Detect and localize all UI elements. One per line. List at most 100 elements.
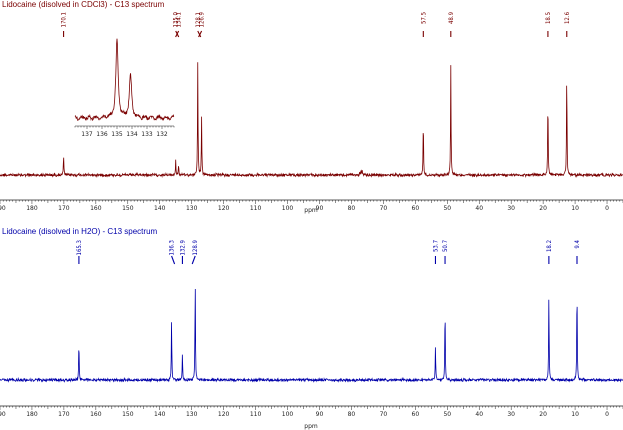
peak-label-text: 126.9: [199, 11, 206, 27]
axis-tick-label: 130: [186, 205, 198, 212]
axis-tick-label: 90: [316, 411, 324, 418]
axis-tick-label: 30: [507, 411, 515, 418]
peak-label-tick: [197, 30, 202, 38]
peak-label-text: 9.4: [574, 239, 581, 248]
peak-label: 165.3: [76, 240, 83, 264]
spectrum-trace: [0, 289, 623, 383]
peak-label-text: 48.9: [448, 11, 455, 24]
peak-label: 12.6: [564, 11, 571, 37]
peak-label-text: 12.6: [564, 11, 571, 24]
peak-label: 126.9: [198, 11, 206, 38]
axis-tick-label: 70: [380, 411, 388, 418]
peak-label-text: 170.1: [61, 12, 68, 27]
axis-tick-label: 20: [539, 411, 547, 418]
axis-tick-label: 0: [605, 205, 609, 212]
axis-tick-label: 70: [380, 205, 388, 212]
axis-tick-label: 140: [154, 411, 166, 418]
peak-label-tick: [191, 255, 196, 265]
inset-tick-label: 136: [96, 131, 108, 138]
axis-tick-label: 140: [154, 205, 166, 212]
axis-tick-label: 40: [475, 411, 483, 418]
spectrum-title: Lidocaine (disolved in H2O) - C13 spectr…: [2, 227, 158, 236]
peak-label-text: 165.3: [76, 240, 83, 255]
peak-label-layer: 165.3 136.3 132.9 128.9 53.7 50.7 18.2 9.4: [76, 239, 581, 265]
axis-title: ppm: [304, 423, 318, 430]
inset-tick-label: 137: [81, 131, 93, 138]
axis-tick-label: 160: [90, 411, 102, 418]
axis-tick-label: 150: [122, 411, 134, 418]
axis-tick-label: 40: [475, 205, 483, 212]
ppm-axis: 1901801701601501401301201101009080706050…: [0, 405, 623, 418]
peak-label-tick: [198, 30, 203, 38]
peak-label: 9.4: [574, 239, 581, 264]
peak-label-text: 134.1: [176, 12, 183, 27]
inset-tick-label: 134: [126, 131, 138, 138]
axis-tick-label: 100: [282, 205, 294, 212]
axis-tick-label: 180: [26, 411, 38, 418]
axis-tick-label: 50: [443, 205, 451, 212]
peak-label-text: 135.0: [173, 11, 180, 27]
axis-tick-label: 0: [605, 411, 609, 418]
axis-tick-label: 120: [218, 411, 230, 418]
axis-tick-label: 80: [348, 411, 356, 418]
peak-label: 57.5: [420, 12, 427, 37]
axis-tick-label: 90: [316, 205, 324, 212]
axis-tick-label: 190: [0, 205, 6, 212]
axis-tick-label: 170: [58, 411, 70, 418]
peak-label: 134.1: [175, 12, 183, 38]
spectrum-trace: [0, 62, 623, 178]
peak-label: 50.7: [442, 240, 449, 264]
inset-tick-label: 133: [141, 131, 153, 138]
axis-tick-label: 120: [218, 205, 230, 212]
axis-tick-label: 10: [571, 411, 579, 418]
axis-tick-label: 180: [26, 205, 38, 212]
ppm-axis: 1901801701601501401301201101009080706050…: [0, 199, 623, 212]
axis-tick-label: 110: [250, 205, 262, 212]
axis-tick-label: 50: [443, 411, 451, 418]
axis-tick-label: 160: [90, 205, 102, 212]
peak-label-text: 57.5: [420, 12, 427, 24]
peak-label: 132.9: [179, 239, 186, 264]
inset-tick-label: 135: [111, 131, 123, 138]
axis-tick-label: 20: [539, 205, 547, 212]
axis-tick-label: 60: [412, 411, 420, 418]
peak-label: 136.3: [169, 240, 176, 265]
axis-title: ppm: [304, 207, 318, 214]
axis-tick-label: 80: [348, 205, 356, 212]
peak-label-tick: [171, 255, 176, 265]
peak-label: 128.1: [195, 12, 202, 38]
peak-label-text: 136.3: [169, 240, 176, 255]
peak-label-text: 50.7: [442, 240, 449, 252]
peak-label-text: 53.7: [432, 240, 439, 252]
axis-tick-label: 190: [0, 411, 6, 418]
spectrum-panel-h2o: Lidocaine (disolved in H2O) - C13 spectr…: [0, 227, 623, 430]
inset-tick-label: 132: [156, 131, 168, 138]
axis-tick-label: 60: [412, 205, 420, 212]
peak-label-text: 18.2: [546, 240, 553, 252]
peak-label: 128.9: [191, 239, 199, 265]
axis-tick-label: 170: [58, 205, 70, 212]
peak-label: 170.1: [61, 12, 68, 37]
axis-tick-label: 130: [186, 411, 198, 418]
peak-label-text: 132.9: [179, 239, 186, 255]
axis-tick-label: 100: [282, 411, 294, 418]
spectrum-title: Lidocaine (disolved in CDCl3) - C13 spec…: [2, 0, 165, 9]
inset-trace: [74, 38, 175, 122]
peak-label-text: 128.1: [195, 12, 202, 27]
peak-label: 48.9: [448, 11, 455, 37]
peak-label-tick: [175, 30, 180, 38]
inset-zoom: 137 136 135 134 133 132: [74, 38, 175, 138]
peak-label: 53.7: [432, 240, 439, 264]
peak-label: 18.2: [546, 240, 553, 264]
peak-label: 18.5: [545, 12, 552, 37]
peak-label-text: 128.9: [192, 239, 199, 255]
axis-tick-label: 110: [250, 411, 262, 418]
spectrum-panel-cdcl3: Lidocaine (disolved in CDCl3) - C13 spec…: [0, 0, 623, 214]
axis-tick-label: 150: [122, 205, 134, 212]
axis-tick-label: 10: [571, 205, 579, 212]
peak-label-text: 18.5: [545, 12, 552, 24]
axis-tick-label: 30: [507, 205, 515, 212]
